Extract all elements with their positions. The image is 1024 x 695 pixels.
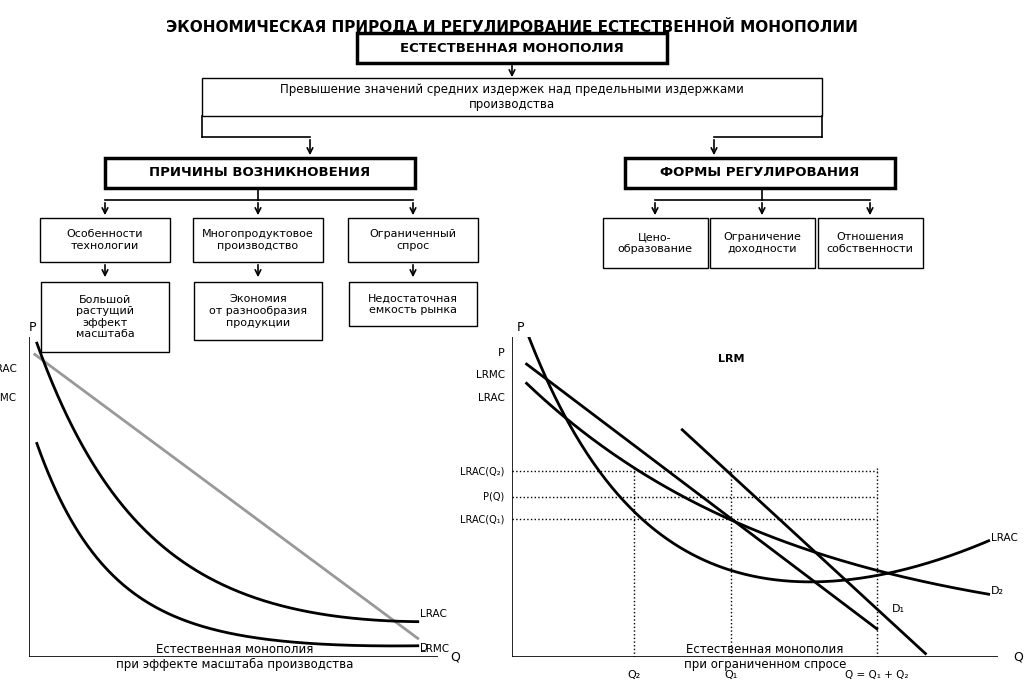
- Text: Многопродуктовое
производство: Многопродуктовое производство: [202, 229, 314, 251]
- Text: Отношения
собственности: Отношения собственности: [826, 232, 913, 254]
- Bar: [349, 282, 477, 326]
- Text: P: P: [517, 321, 524, 334]
- Text: Q: Q: [451, 651, 461, 663]
- Text: LRMC: LRMC: [475, 370, 505, 380]
- Text: ЭКОНОМИЧЕСКАЯ ПРИРОДА И РЕГУЛИРОВАНИЕ ЕСТЕСТВЕННОЙ МОНОПОЛИИ: ЭКОНОМИЧЕСКАЯ ПРИРОДА И РЕГУЛИРОВАНИЕ ЕС…: [166, 17, 858, 35]
- Text: D₂: D₂: [991, 586, 1005, 596]
- Bar: [40, 218, 170, 262]
- Text: LRAC: LRAC: [0, 364, 16, 374]
- Text: P: P: [29, 321, 37, 334]
- Text: P: P: [498, 348, 505, 358]
- Text: Q₁: Q₁: [724, 669, 737, 680]
- Text: Экономия
от разнообразия
продукции: Экономия от разнообразия продукции: [209, 295, 307, 327]
- Text: ЕСТЕСТВЕННАЯ МОНОПОЛИЯ: ЕСТЕСТВЕННАЯ МОНОПОЛИЯ: [400, 42, 624, 54]
- Text: LRMC: LRMC: [420, 644, 449, 654]
- Text: LRAC: LRAC: [991, 532, 1018, 543]
- Text: Естественная монополия
при эффекте масштаба производства: Естественная монополия при эффекте масшт…: [117, 643, 353, 671]
- Text: Недостаточная
емкость рынка: Недостаточная емкость рынка: [368, 293, 458, 315]
- Text: D₁: D₁: [891, 604, 904, 614]
- Text: Q = Q₁ + Q₂: Q = Q₁ + Q₂: [845, 669, 908, 680]
- Text: Цено-
образование: Цено- образование: [617, 232, 692, 254]
- Bar: [817, 218, 923, 268]
- Text: D: D: [420, 643, 428, 653]
- Bar: [357, 33, 667, 63]
- Text: Ограничение
доходности: Ограничение доходности: [723, 232, 801, 254]
- Text: Q₂: Q₂: [627, 669, 640, 680]
- Bar: [602, 218, 708, 268]
- Text: Ограниченный
спрос: Ограниченный спрос: [370, 229, 457, 251]
- Text: Естественная монополия
при ограниченном спросе: Естественная монополия при ограниченном …: [684, 643, 846, 671]
- Text: Большой
растущий
эффект
масштаба: Большой растущий эффект масштаба: [76, 295, 134, 339]
- Bar: [194, 282, 322, 340]
- Bar: [710, 218, 814, 268]
- Text: LRM: LRM: [718, 354, 744, 364]
- Bar: [105, 158, 415, 188]
- Text: Превышение значений средних издержек над предельными издержками
производства: Превышение значений средних издержек над…: [280, 83, 744, 111]
- Text: ПРИЧИНЫ ВОЗНИКНОВЕНИЯ: ПРИЧИНЫ ВОЗНИКНОВЕНИЯ: [150, 167, 371, 179]
- Text: LRAC(Q₁): LRAC(Q₁): [461, 514, 505, 524]
- Text: LRAC(Q₂): LRAC(Q₂): [461, 466, 505, 476]
- Text: P(Q): P(Q): [483, 492, 505, 502]
- Text: LRAC: LRAC: [478, 393, 505, 403]
- Text: Q: Q: [1013, 651, 1023, 663]
- Text: Особенности
технологии: Особенности технологии: [67, 229, 143, 251]
- Text: LRAC: LRAC: [420, 609, 446, 619]
- Bar: [41, 282, 169, 352]
- Bar: [625, 158, 895, 188]
- Bar: [202, 78, 822, 116]
- Bar: [193, 218, 323, 262]
- Text: ФОРМЫ РЕГУЛИРОВАНИЯ: ФОРМЫ РЕГУЛИРОВАНИЯ: [660, 167, 859, 179]
- Text: LRMC: LRMC: [0, 393, 16, 403]
- Bar: [348, 218, 478, 262]
